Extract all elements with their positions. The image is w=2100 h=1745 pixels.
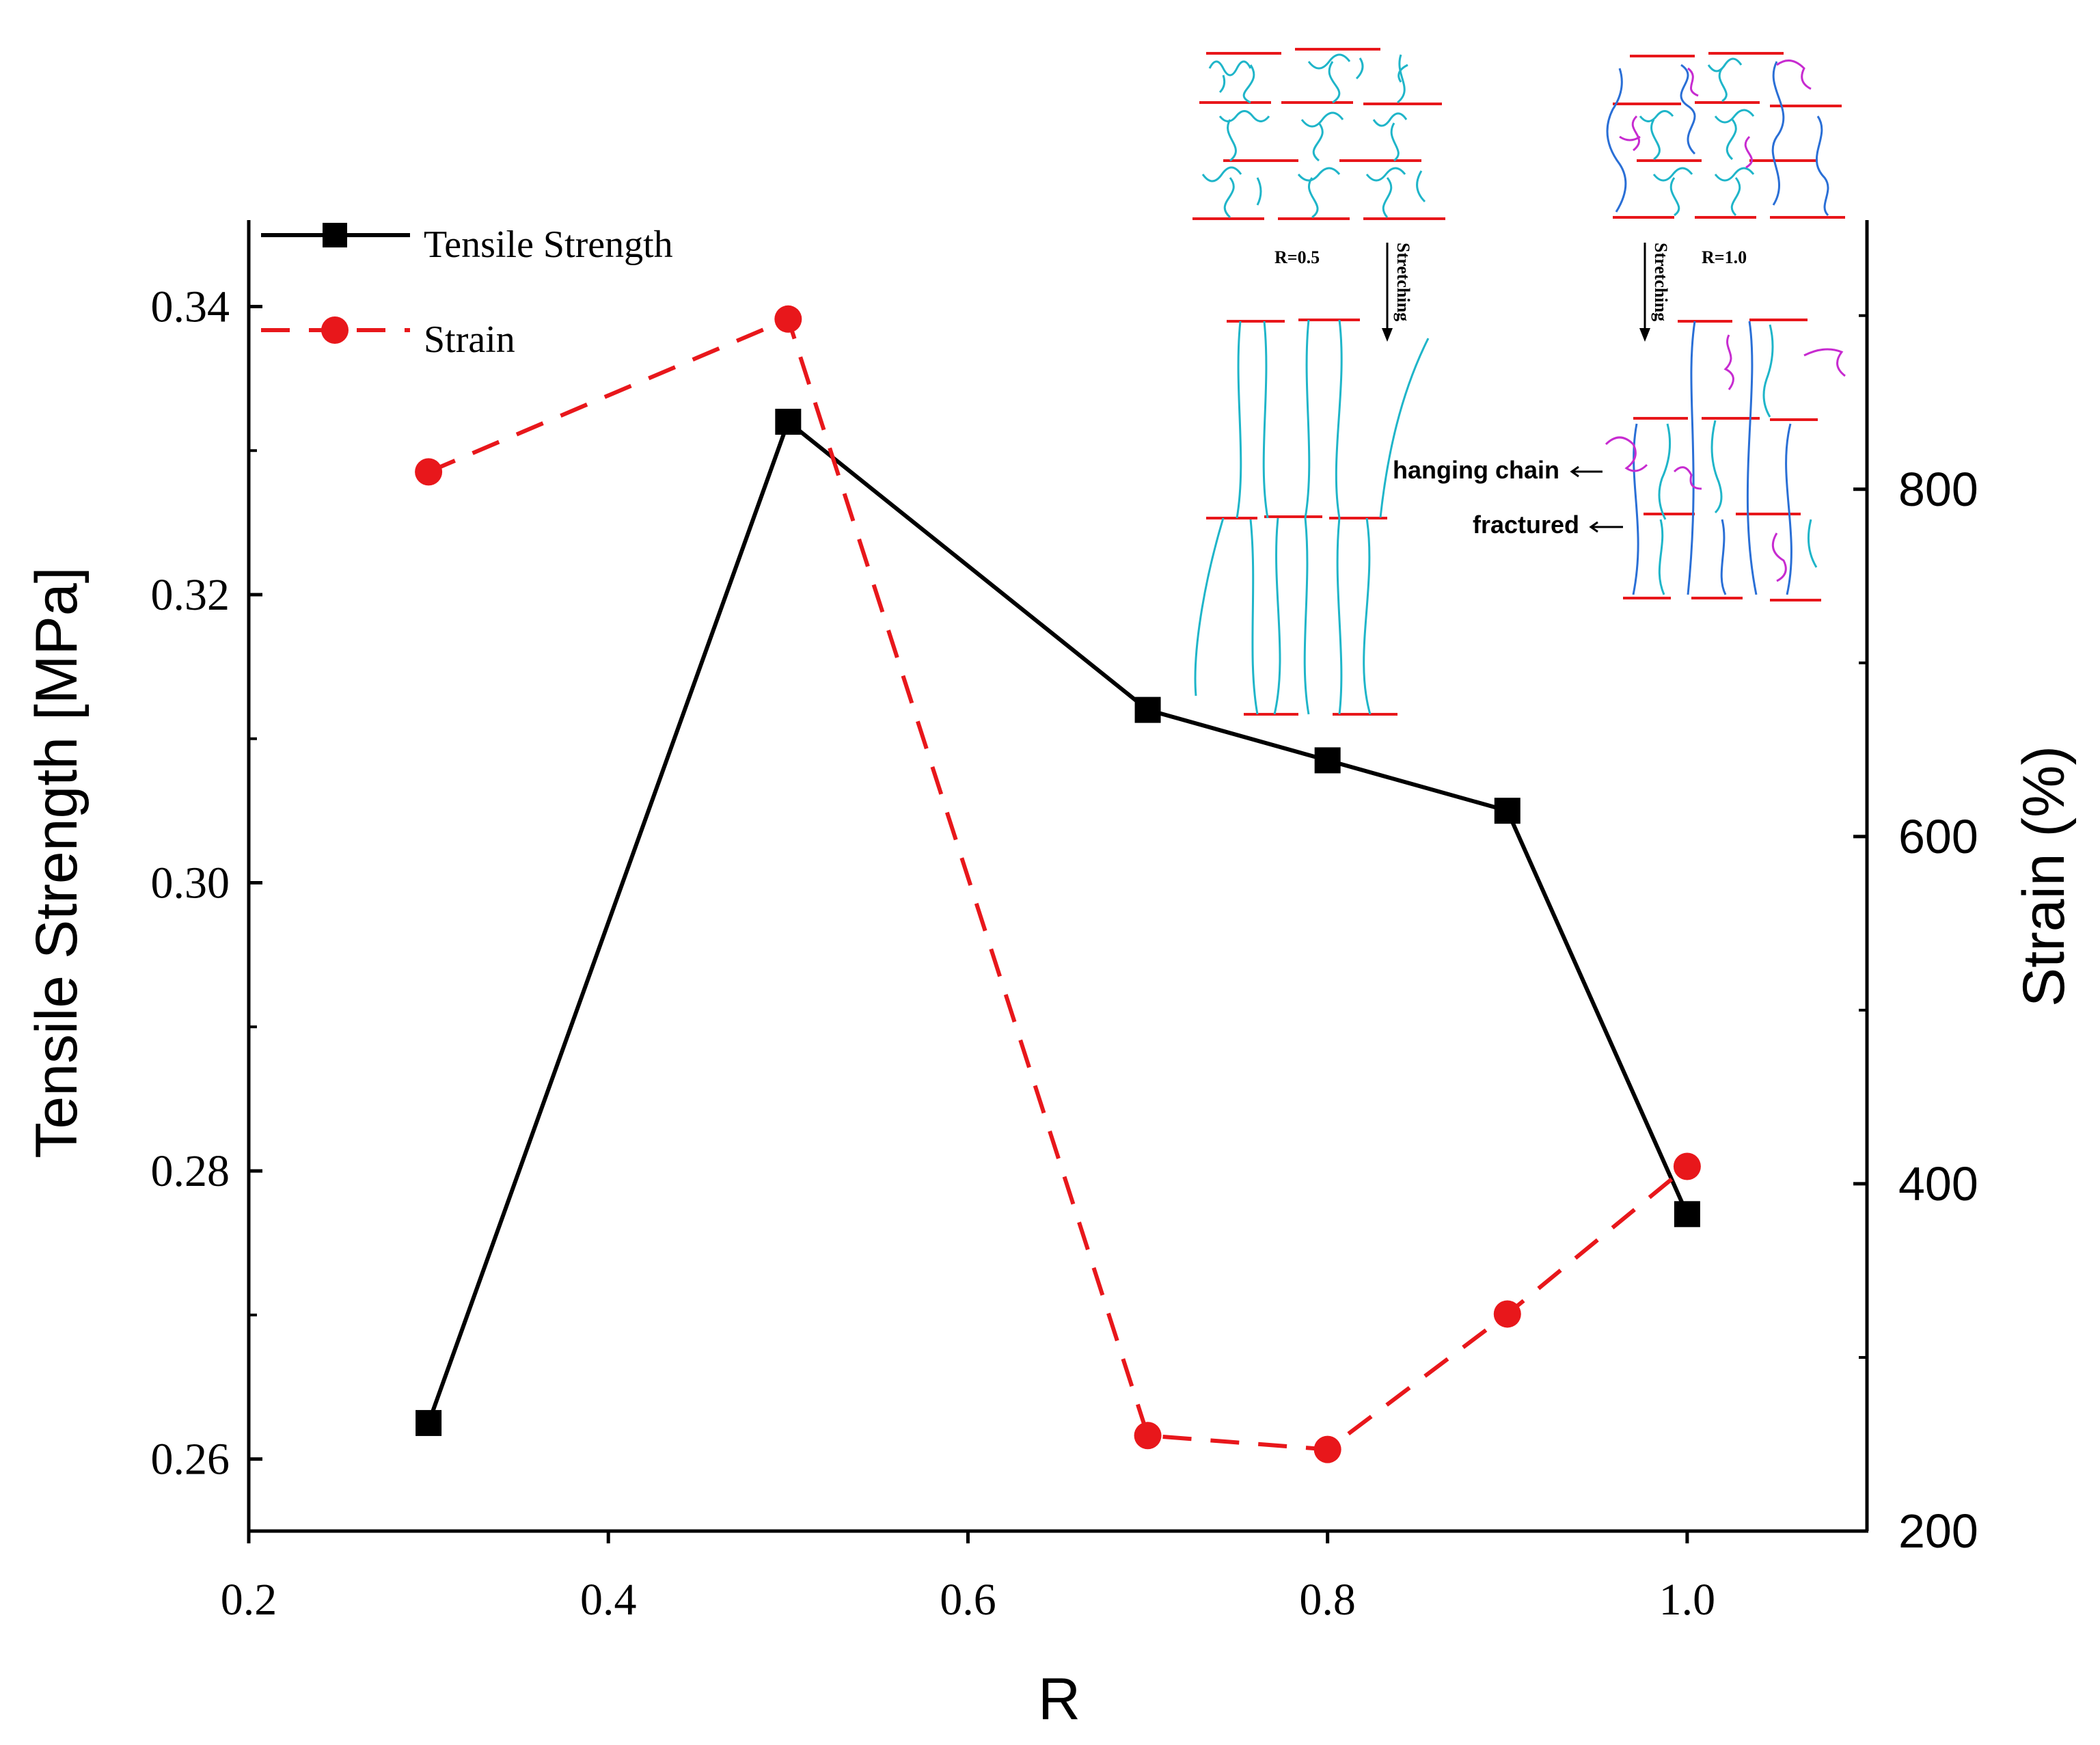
inset-label-r05: R=0.5 — [1274, 247, 1320, 267]
inset-r05-coiled — [1192, 48, 1445, 220]
x-tick-label-4: 1.0 — [1659, 1575, 1716, 1625]
x-axis-label: R — [1038, 1666, 1080, 1732]
fractured-pointer — [1589, 521, 1623, 533]
series-line-tensile-strength — [426, 418, 1689, 1424]
stretching-label-left: Stretching — [1393, 243, 1413, 321]
stretching-arrow-right — [1639, 243, 1650, 342]
tensile-point-3 — [1314, 747, 1341, 774]
inset-r10-coiled — [1606, 52, 1845, 219]
y2-axis-label: Strain (%) — [2011, 746, 2077, 1007]
legend: Tensile Strength Strain — [261, 223, 673, 361]
strain-point-0 — [415, 458, 443, 486]
x-tick-label-0: 0.2 — [221, 1575, 277, 1625]
axes-frame — [247, 220, 1869, 1533]
x-tick-label-2: 0.6 — [940, 1575, 996, 1625]
y2-tick-label-1: 400 — [1898, 1157, 1978, 1210]
hanging-chain-pointer — [1570, 465, 1603, 478]
tensile-point-0 — [415, 1409, 442, 1436]
y-tick-label-4: 0.34 — [151, 282, 230, 332]
y2-tick-label-2: 600 — [1898, 810, 1978, 863]
tensile-point-5 — [1674, 1201, 1700, 1228]
series-layer — [415, 305, 1701, 1463]
inset-label-r10: R=1.0 — [1702, 247, 1747, 267]
stretching-label-right: Stretching — [1651, 243, 1671, 321]
x-tick-label-3: 0.8 — [1299, 1575, 1356, 1625]
strain-point-1 — [774, 305, 802, 333]
tensile-point-4 — [1494, 798, 1521, 824]
legend-label-tensile: Tensile Strength — [424, 224, 673, 266]
x-ticks: 0.2 0.4 0.6 0.8 1.0 — [221, 1531, 1715, 1625]
inset-r10-stretched — [1605, 319, 1846, 601]
annotation-hanging-chain: hanging chain — [1393, 456, 1559, 484]
y-axis-label: Tensile Strength [MPa] — [24, 567, 90, 1158]
y-tick-label-0: 0.26 — [151, 1435, 230, 1485]
strain-point-3 — [1313, 1435, 1341, 1463]
y-ticks: 0.26 0.28 0.30 0.32 0.34 — [151, 282, 262, 1485]
legend-marker-strain — [321, 316, 349, 344]
x-tick-label-1: 0.4 — [580, 1575, 637, 1625]
y2-ticks: 200 400 600 800 — [1853, 314, 1978, 1558]
tensile-point-2 — [1134, 696, 1161, 723]
legend-label-strain: Strain — [424, 319, 515, 361]
inset-r05-stretched — [1194, 319, 1430, 716]
inset-illustration: R=0.5 Stretching — [1192, 48, 1846, 716]
strain-point-4 — [1493, 1300, 1521, 1328]
y-tick-label-3: 0.32 — [151, 570, 230, 620]
series-line-strain — [427, 316, 1689, 1452]
stretching-arrow-left — [1382, 243, 1393, 342]
y2-tick-label-3: 800 — [1898, 463, 1978, 516]
annotation-fractured: fractured — [1473, 511, 1579, 539]
y2-tick-label-0: 200 — [1898, 1504, 1978, 1558]
strain-point-2 — [1134, 1422, 1162, 1450]
tensile-point-1 — [775, 409, 802, 435]
legend-marker-tensile — [323, 223, 347, 247]
strain-point-5 — [1673, 1152, 1701, 1180]
y-tick-label-1: 0.28 — [151, 1146, 230, 1196]
y-tick-label-2: 0.30 — [151, 858, 230, 908]
